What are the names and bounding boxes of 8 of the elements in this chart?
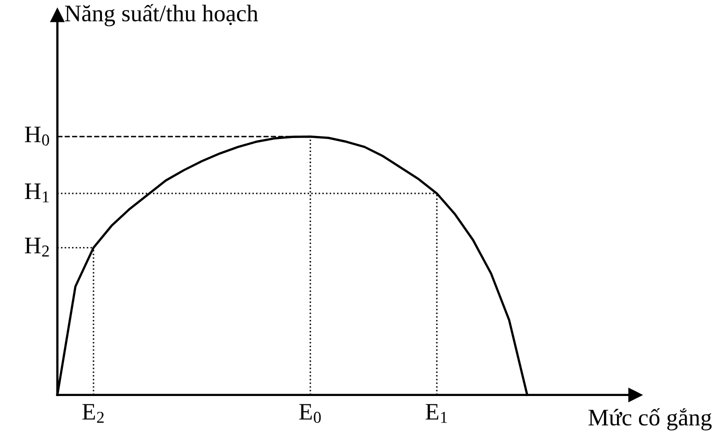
- annotation: H$_{0}$: [24, 126, 50, 146]
- x-tick-label: E$_{2}$: [82, 404, 104, 423]
- annotation: H$_{1}$: [24, 184, 49, 202]
- x-tick-label: E$_{1}$: [426, 404, 447, 423]
- annotation: H$_{2}$: [24, 238, 49, 256]
- y-axis-title: Năng suất/thu hoạch: [64, 4, 258, 26]
- x-axis-title: Mức cố gắng: [588, 408, 712, 430]
- x-tick-label: E$_{0}$: [299, 404, 321, 423]
